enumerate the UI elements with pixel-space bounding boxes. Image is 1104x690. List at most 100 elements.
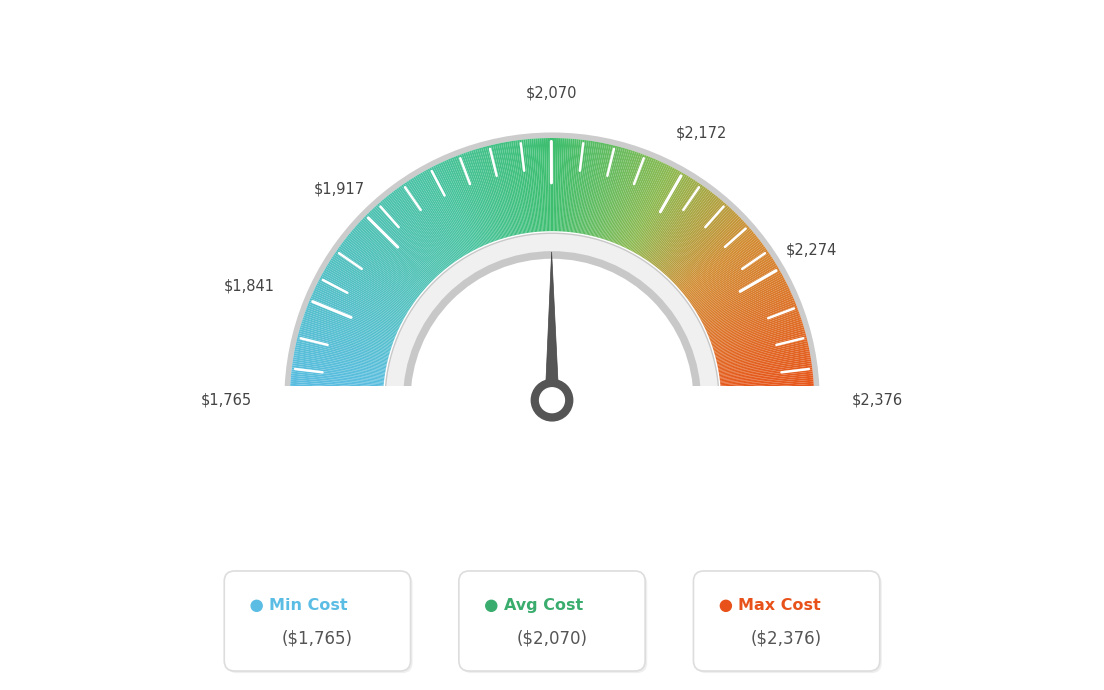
Wedge shape — [342, 241, 417, 299]
Wedge shape — [611, 154, 645, 242]
Text: ($2,376): ($2,376) — [751, 629, 822, 647]
Wedge shape — [668, 209, 733, 278]
Wedge shape — [290, 386, 383, 392]
Wedge shape — [721, 380, 814, 388]
Wedge shape — [630, 168, 675, 250]
Wedge shape — [371, 209, 436, 278]
Wedge shape — [354, 227, 425, 289]
Wedge shape — [452, 157, 489, 244]
Wedge shape — [311, 294, 397, 333]
Wedge shape — [671, 215, 739, 282]
Wedge shape — [502, 142, 521, 234]
Wedge shape — [293, 357, 385, 374]
Bar — [283, 386, 821, 414]
Wedge shape — [415, 175, 465, 256]
Wedge shape — [540, 138, 545, 231]
Wedge shape — [701, 277, 785, 322]
Wedge shape — [631, 168, 677, 251]
Wedge shape — [637, 173, 686, 255]
Wedge shape — [517, 140, 531, 233]
Wedge shape — [326, 267, 406, 315]
Wedge shape — [368, 212, 434, 279]
Wedge shape — [563, 139, 571, 232]
Wedge shape — [705, 290, 790, 331]
Wedge shape — [300, 323, 391, 352]
Wedge shape — [499, 143, 519, 235]
Wedge shape — [640, 177, 691, 257]
Wedge shape — [710, 308, 798, 342]
Wedge shape — [645, 181, 698, 259]
Wedge shape — [289, 398, 383, 400]
FancyBboxPatch shape — [461, 573, 647, 673]
Wedge shape — [375, 205, 439, 275]
Wedge shape — [721, 386, 814, 392]
Wedge shape — [314, 288, 399, 329]
Wedge shape — [684, 238, 760, 297]
FancyBboxPatch shape — [693, 571, 880, 671]
Wedge shape — [378, 204, 440, 275]
Wedge shape — [440, 162, 481, 247]
Wedge shape — [689, 246, 765, 302]
Wedge shape — [678, 225, 749, 288]
Wedge shape — [720, 369, 813, 382]
Wedge shape — [291, 373, 384, 384]
Wedge shape — [290, 382, 383, 390]
Wedge shape — [495, 144, 517, 235]
Wedge shape — [614, 157, 650, 244]
Wedge shape — [666, 206, 730, 276]
Wedge shape — [700, 274, 783, 320]
Wedge shape — [526, 139, 537, 232]
Wedge shape — [298, 333, 389, 358]
Text: Avg Cost: Avg Cost — [503, 598, 583, 613]
Wedge shape — [580, 141, 597, 234]
Wedge shape — [718, 351, 810, 370]
Wedge shape — [338, 248, 414, 303]
Wedge shape — [291, 369, 384, 382]
Wedge shape — [438, 163, 480, 248]
Wedge shape — [485, 146, 510, 237]
Wedge shape — [444, 160, 484, 246]
Wedge shape — [718, 349, 809, 368]
Wedge shape — [437, 164, 479, 248]
Wedge shape — [612, 155, 647, 243]
Wedge shape — [290, 394, 383, 397]
Wedge shape — [310, 298, 396, 335]
Wedge shape — [343, 239, 418, 297]
Wedge shape — [604, 151, 635, 240]
Wedge shape — [603, 150, 633, 239]
Wedge shape — [720, 363, 811, 377]
Wedge shape — [639, 175, 689, 256]
Wedge shape — [298, 331, 389, 357]
Wedge shape — [690, 249, 767, 304]
Wedge shape — [704, 287, 789, 328]
Wedge shape — [583, 142, 602, 234]
Wedge shape — [721, 392, 814, 396]
Wedge shape — [576, 141, 591, 233]
Wedge shape — [348, 235, 421, 295]
Wedge shape — [721, 384, 814, 391]
Wedge shape — [374, 206, 438, 276]
Wedge shape — [291, 371, 384, 383]
Wedge shape — [304, 313, 393, 346]
Wedge shape — [365, 215, 433, 282]
Wedge shape — [306, 309, 393, 343]
Wedge shape — [693, 256, 773, 308]
Wedge shape — [298, 335, 389, 359]
Wedge shape — [596, 147, 623, 237]
Wedge shape — [710, 306, 797, 340]
Wedge shape — [676, 221, 744, 286]
Wedge shape — [648, 184, 703, 262]
Wedge shape — [707, 293, 792, 332]
Wedge shape — [715, 331, 806, 357]
Wedge shape — [718, 345, 809, 366]
Wedge shape — [302, 319, 391, 349]
Wedge shape — [681, 231, 754, 293]
Wedge shape — [481, 147, 508, 237]
Wedge shape — [358, 222, 428, 286]
Wedge shape — [304, 315, 392, 346]
Wedge shape — [370, 210, 435, 279]
Wedge shape — [318, 279, 402, 324]
Wedge shape — [389, 195, 447, 268]
Wedge shape — [382, 199, 443, 272]
Text: $2,070: $2,070 — [526, 85, 577, 100]
